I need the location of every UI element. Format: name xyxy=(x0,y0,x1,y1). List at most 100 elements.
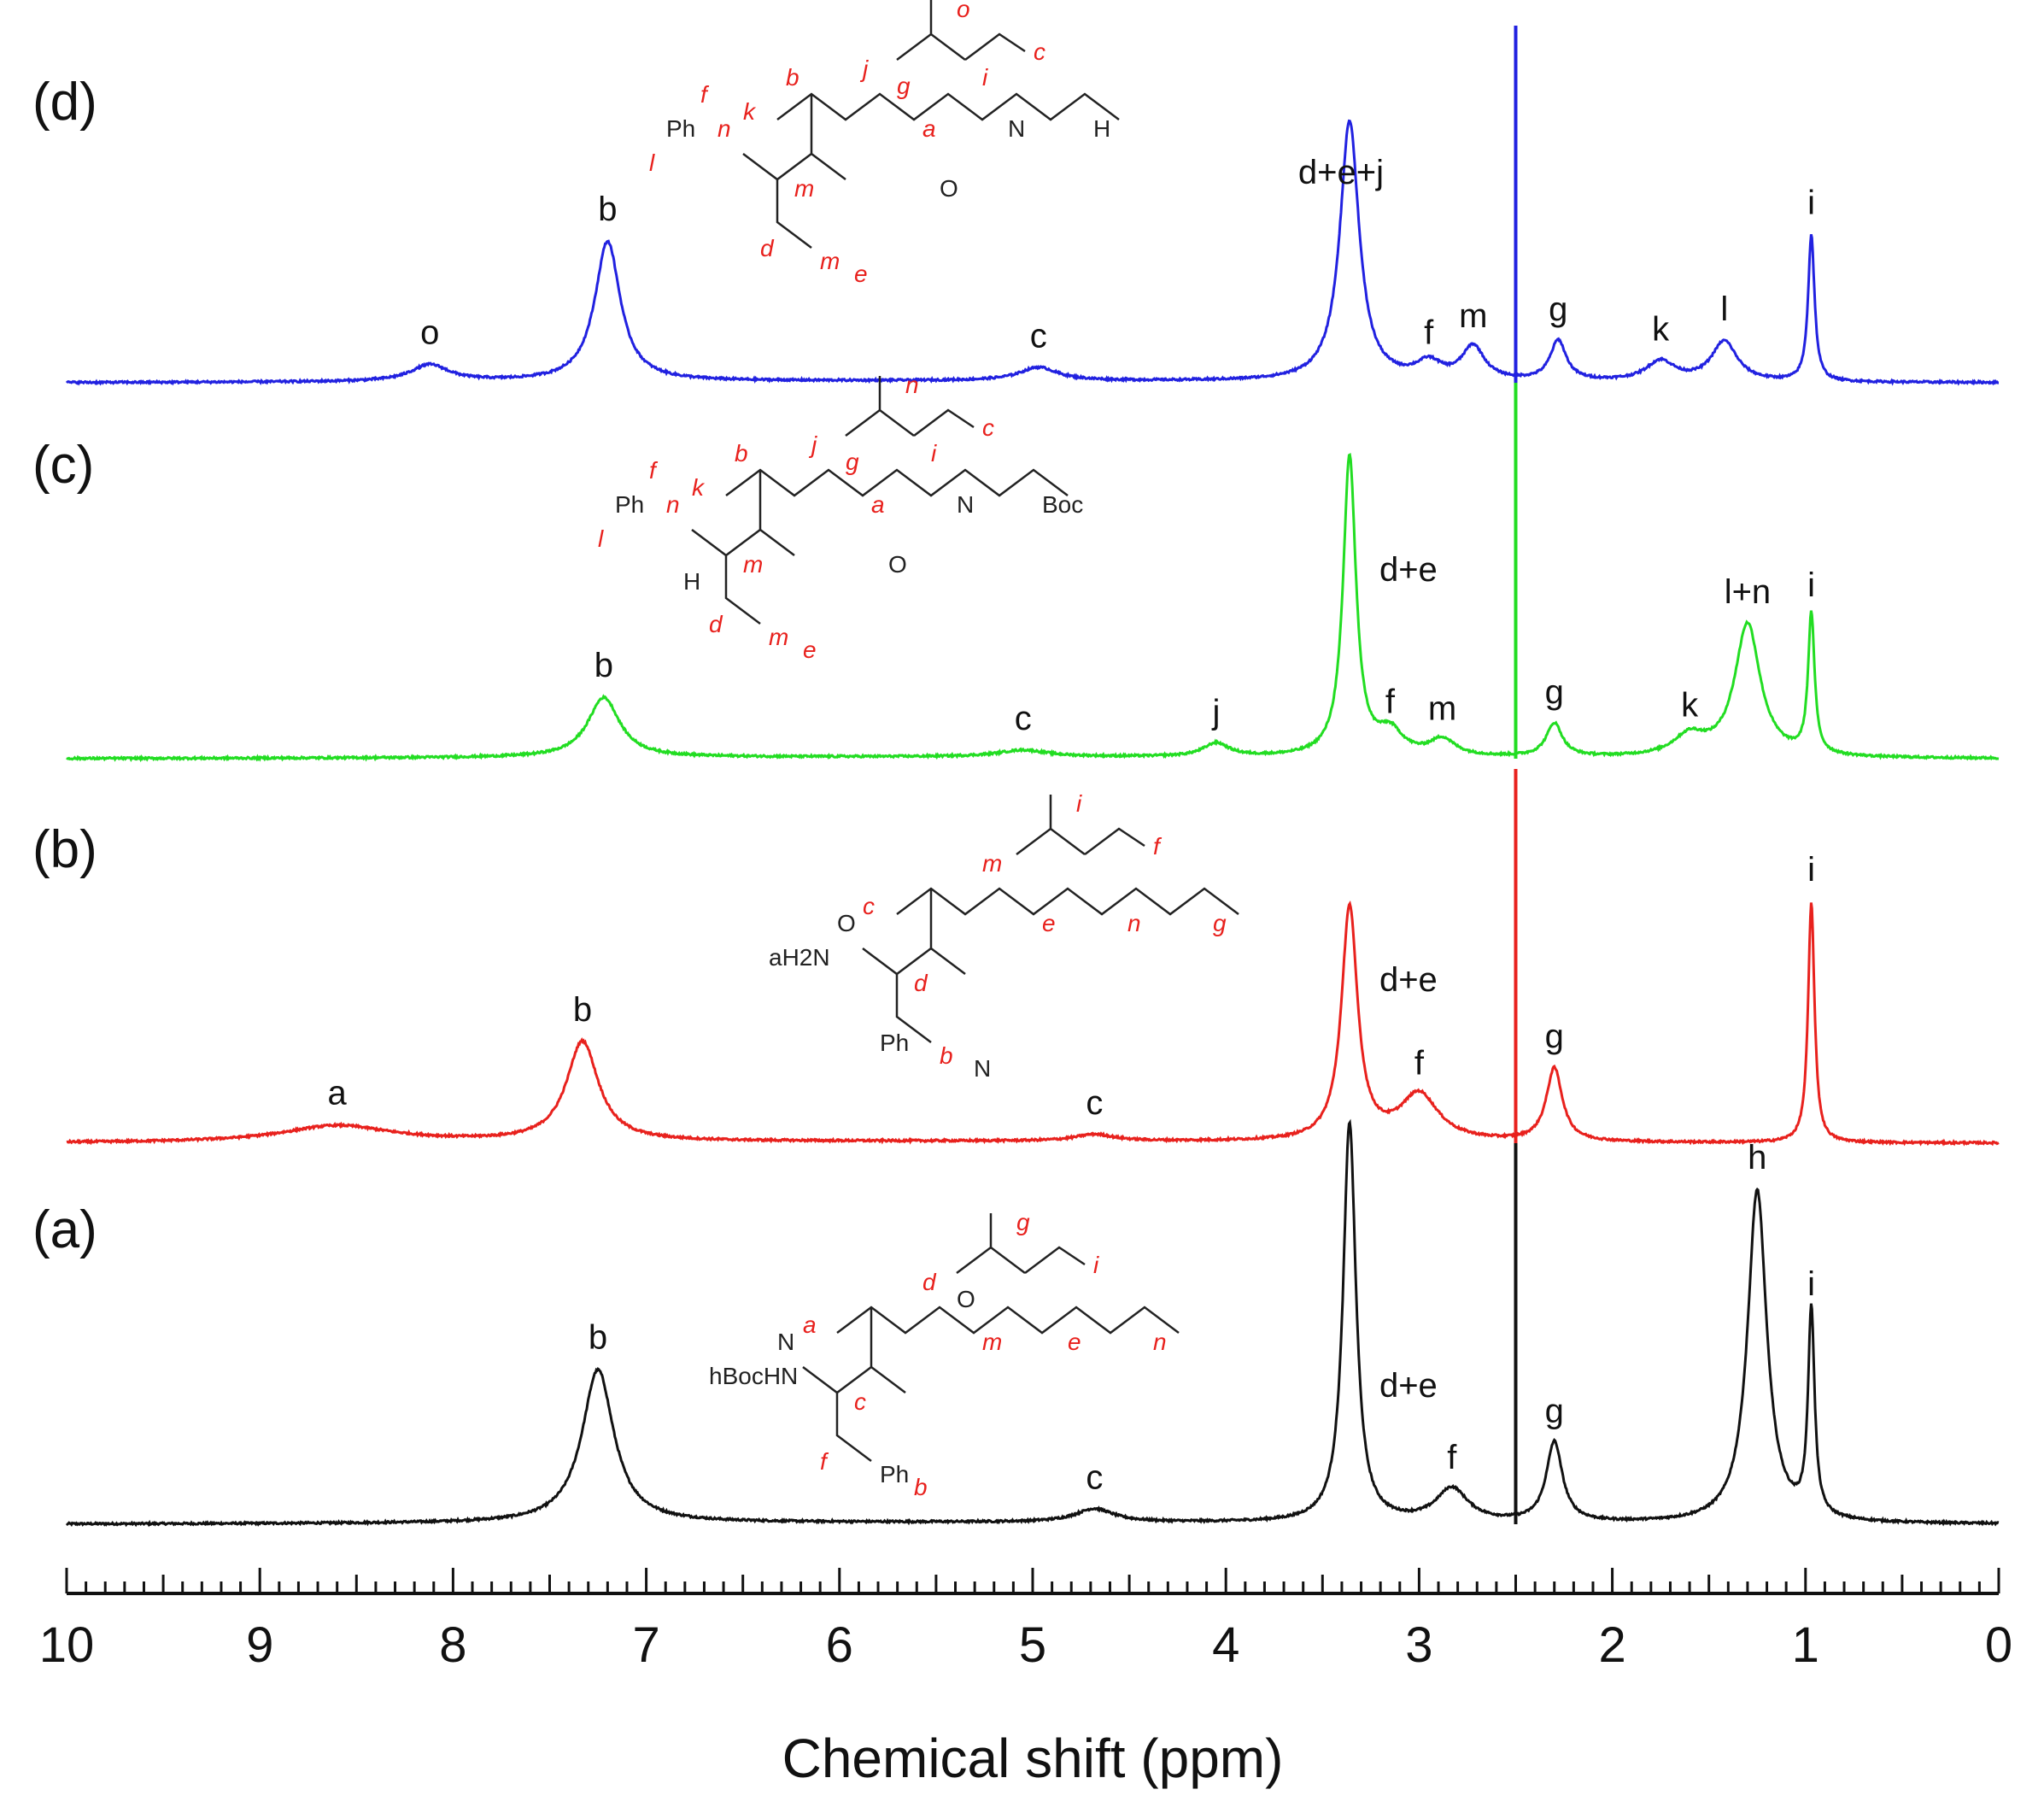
structure-label: O xyxy=(940,175,958,202)
peak-label-b-c: c xyxy=(1086,1084,1103,1122)
x-tick-label-6: 6 xyxy=(826,1617,853,1673)
structure-label: d xyxy=(922,1269,937,1295)
structure-label: H xyxy=(1093,115,1110,142)
structure-label: m xyxy=(982,1329,1002,1355)
spectrum-line-c xyxy=(66,452,2000,763)
peak-label-d-g: g xyxy=(1549,290,1567,328)
panel-labels-group: (a) (b) (c) (d) xyxy=(32,73,97,1259)
structure-label: a xyxy=(803,1311,817,1338)
peak-label-d-l: l xyxy=(1720,290,1728,328)
structure-label: g xyxy=(846,449,859,475)
structure-label: Ph xyxy=(880,1030,909,1056)
structure-label: i xyxy=(931,440,937,466)
structure-label: Ph xyxy=(880,1461,909,1487)
structure-label: n xyxy=(666,491,680,518)
x-axis-title: Chemical shift (ppm) xyxy=(782,1728,1284,1789)
spectrum-line-b xyxy=(66,900,2000,1147)
peak-label-c-m: m xyxy=(1428,690,1456,728)
x-tick-label-10: 10 xyxy=(39,1617,95,1673)
peak-label-c-i: i xyxy=(1807,566,1815,604)
peak-label-b-a: a xyxy=(328,1075,348,1112)
structure-label: m xyxy=(794,175,814,202)
x-tick-label-1: 1 xyxy=(1792,1617,1819,1673)
structure-label: m xyxy=(743,551,763,578)
structure-label: e xyxy=(803,637,817,663)
structure-label: g xyxy=(897,73,911,99)
structure-label: b xyxy=(786,64,799,91)
structure-label: o xyxy=(957,0,970,22)
peak-label-a-b: b xyxy=(589,1319,607,1357)
structure-label: c xyxy=(863,893,875,919)
structure-label: N xyxy=(957,491,974,518)
structure-label: l xyxy=(598,525,604,552)
peak-label-a-h: h xyxy=(1748,1139,1766,1176)
x-tick-label-2: 2 xyxy=(1598,1617,1625,1673)
peak-label-b-d+e: d+e xyxy=(1379,961,1438,999)
structure-label: a xyxy=(922,115,936,142)
peak-label-c-d+e: d+e xyxy=(1379,551,1438,589)
peak-label-b-g: g xyxy=(1545,1018,1564,1055)
structure-label: aH2N xyxy=(769,944,830,971)
structure-label: a xyxy=(871,491,885,518)
structure-label: Boc xyxy=(1042,491,1083,518)
spectrum-line-d xyxy=(65,119,2000,386)
structure-label: i xyxy=(1076,790,1082,817)
structure-label: n xyxy=(1153,1329,1167,1355)
x-tick-label-3: 3 xyxy=(1405,1617,1432,1673)
structure-label: i xyxy=(982,64,988,91)
structure-label: j xyxy=(859,56,869,82)
peak-label-d-b: b xyxy=(598,191,617,228)
structure-label: hBocHN xyxy=(709,1363,798,1389)
x-tick-label-0: 0 xyxy=(1985,1617,2012,1673)
structure-label: n xyxy=(905,372,919,398)
structure-label: i xyxy=(1093,1252,1099,1278)
peak-label-a-f: f xyxy=(1447,1439,1457,1476)
spectra-group xyxy=(65,119,2000,1528)
structure-label: d xyxy=(709,611,723,637)
x-tick-label-9: 9 xyxy=(246,1617,273,1673)
x-tick-label-7: 7 xyxy=(632,1617,659,1673)
structure-label: m xyxy=(769,624,788,650)
peak-label-b-i: i xyxy=(1807,851,1815,889)
structure-label: O xyxy=(888,551,907,578)
structure-label: N xyxy=(974,1055,991,1082)
peak-label-d-i: i xyxy=(1807,184,1815,221)
x-axis-tick-labels: 10 9 8 7 6 5 4 3 2 1 0 xyxy=(39,1617,2012,1673)
structure-bonds xyxy=(862,795,1239,1043)
structure-bonds xyxy=(802,1213,1180,1462)
panel-label-c: (c) xyxy=(32,436,94,495)
structure-label: b xyxy=(914,1474,928,1500)
peak-label-d-d+e+j: d+e+j xyxy=(1298,154,1384,191)
structure-label: Ph xyxy=(666,115,695,142)
peak-label-c-c: c xyxy=(1015,700,1032,737)
structure-label: d xyxy=(760,235,775,261)
panel-label-a: (a) xyxy=(32,1200,97,1259)
peak-label-c-f: f xyxy=(1385,684,1396,721)
structure-label: n xyxy=(717,115,731,142)
peak-label-c-j: j xyxy=(1211,693,1220,731)
x-axis-ticks xyxy=(65,1568,2000,1593)
structure-bonds xyxy=(742,0,1120,249)
peak-label-c-l+n: l+n xyxy=(1725,573,1772,611)
peak-label-d-o: o xyxy=(420,314,439,352)
x-tick-label-8: 8 xyxy=(439,1617,466,1673)
structure-label: g xyxy=(1213,910,1227,936)
structure-label: l xyxy=(649,150,655,176)
structure-label: O xyxy=(957,1286,975,1312)
structure-label: O xyxy=(837,910,856,936)
structure-bonds xyxy=(691,376,1069,625)
x-tick-label-4: 4 xyxy=(1212,1617,1239,1673)
structure-label: e xyxy=(854,261,868,287)
peak-label-a-g: g xyxy=(1545,1392,1564,1429)
peak-label-c-g: g xyxy=(1545,673,1564,711)
x-axis: 10 9 8 7 6 5 4 3 2 1 0 Chemical shift (ppm) xyxy=(39,1568,2012,1789)
structure-label: f xyxy=(649,457,659,484)
structure-label: b xyxy=(735,440,748,466)
peak-label-d-m: m xyxy=(1459,297,1487,335)
structure-label: e xyxy=(1042,910,1056,936)
peak-label-d-c: c xyxy=(1030,317,1047,355)
structure-label: c xyxy=(982,414,994,441)
